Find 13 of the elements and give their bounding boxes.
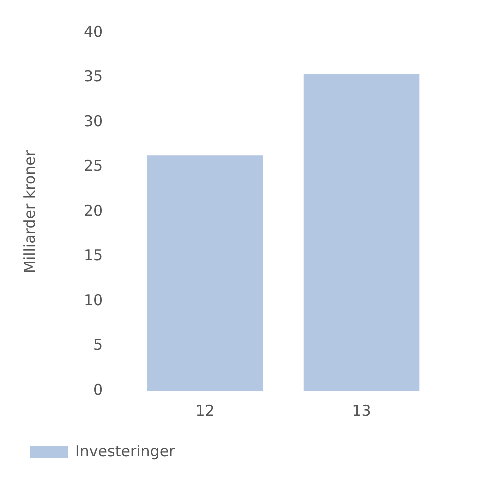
y-tick-label: 0 xyxy=(94,380,104,399)
y-tick-label: 30 xyxy=(84,112,104,130)
y-tick-label: 25 xyxy=(84,157,104,176)
x-tick-label: 12 xyxy=(196,402,215,420)
legend-label: Investeringer xyxy=(76,442,176,460)
y-tick-label: 20 xyxy=(84,202,104,220)
y-axis-title: Milliarder kroner xyxy=(20,150,39,274)
y-tick-label: 35 xyxy=(84,68,104,86)
y-tick-label: 15 xyxy=(84,246,104,265)
y-tick-label: 40 xyxy=(84,22,104,41)
y-tick-label: 10 xyxy=(84,291,104,310)
y-tick-label: 5 xyxy=(94,336,104,354)
x-tick-label: 13 xyxy=(352,402,372,420)
